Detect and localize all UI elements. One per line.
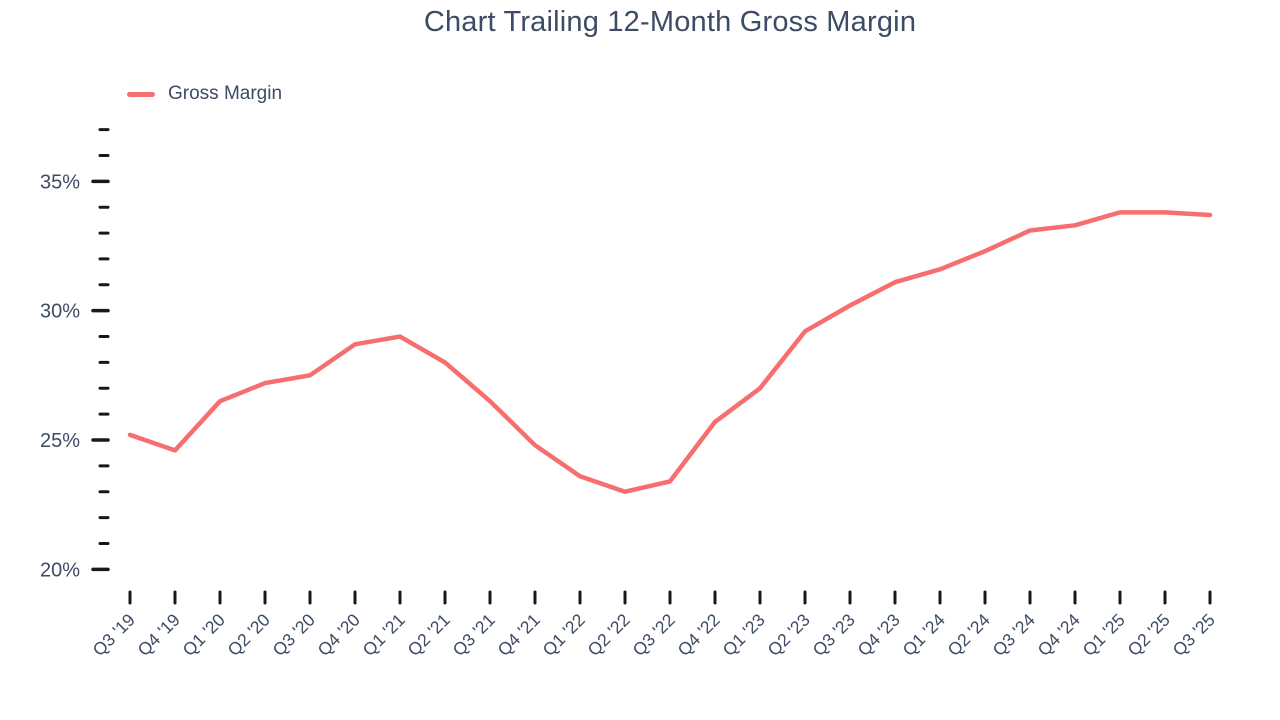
x-axis-tick-label: Q1 '23 bbox=[719, 610, 769, 660]
x-axis-tick-label: Q3 '19 bbox=[89, 610, 139, 660]
y-axis-tick-label: 20% bbox=[40, 559, 80, 581]
x-axis-tick-label: Q4 '24 bbox=[1034, 609, 1084, 659]
x-axis-tick-label: Q3 '25 bbox=[1169, 610, 1219, 660]
x-axis-tick-label: Q2 '22 bbox=[584, 610, 634, 660]
x-axis-tick-label: Q2 '25 bbox=[1124, 610, 1174, 660]
chart-title: Chart Trailing 12-Month Gross Margin bbox=[423, 6, 917, 38]
x-axis-tick-label: Q2 '24 bbox=[944, 609, 994, 659]
x-axis-tick-label: Q4 '22 bbox=[674, 610, 724, 660]
y-axis-tick-label: 30% bbox=[40, 301, 80, 323]
legend-line-swatch-icon bbox=[127, 91, 155, 97]
y-axis-tick-label: 35% bbox=[40, 171, 80, 193]
legend-item-gross-margin[interactable]: Gross Margin bbox=[127, 83, 282, 105]
x-axis-tick-label: Q2 '20 bbox=[224, 609, 274, 659]
x-axis-tick-label: Q3 '21 bbox=[449, 610, 499, 660]
x-axis-tick-label: Q4 '23 bbox=[854, 610, 904, 660]
x-axis-tick-label: Q3 '22 bbox=[629, 610, 679, 660]
x-axis-tick-label: Q4 '21 bbox=[494, 610, 544, 660]
x-axis-tick-label: Q2 '21 bbox=[404, 610, 454, 660]
x-axis-tick-label: Q1 '24 bbox=[899, 609, 949, 659]
x-axis-tick-label: Q1 '20 bbox=[179, 609, 229, 659]
x-axis-tick-label: Q4 '19 bbox=[134, 610, 184, 660]
gross-margin-series-line[interactable] bbox=[127, 210, 1213, 494]
x-axis-tick-label: Q4 '20 bbox=[314, 609, 364, 659]
x-axis-tick-label: Q1 '25 bbox=[1079, 610, 1129, 660]
x-axis-tick-label: Q3 '24 bbox=[989, 609, 1039, 659]
y-axis-tick-label: 25% bbox=[40, 430, 80, 452]
x-axis-tick-label: Q3 '20 bbox=[269, 609, 319, 659]
x-axis-tick-label: Q3 '23 bbox=[809, 610, 859, 660]
legend-label: Gross Margin bbox=[168, 83, 283, 104]
x-axis-tick-label: Q1 '22 bbox=[539, 610, 589, 660]
x-axis-tick-label: Q1 '21 bbox=[359, 610, 409, 660]
x-axis-tick-label: Q2 '23 bbox=[764, 610, 814, 660]
